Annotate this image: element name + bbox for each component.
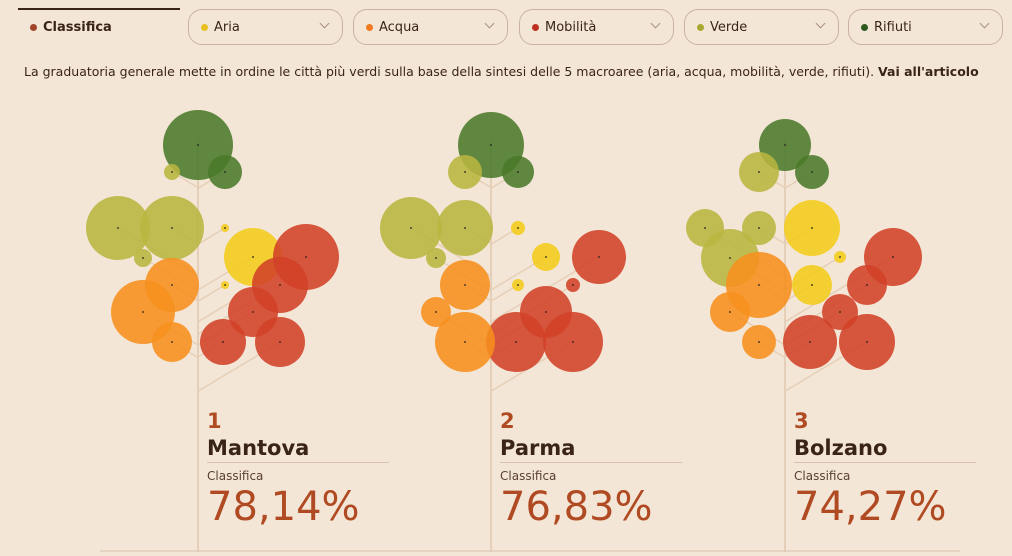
tab[interactable]: Mobilità xyxy=(519,9,674,45)
tab-dot xyxy=(532,23,539,31)
description: La graduatoria generale mette in ordine … xyxy=(24,64,984,80)
bubble-center xyxy=(598,256,600,258)
tab-dot xyxy=(30,23,37,31)
score-label: Classifica xyxy=(207,469,264,483)
bubble-center xyxy=(171,171,173,173)
bubble-center xyxy=(758,284,760,286)
bubble-center xyxy=(142,257,144,259)
score-label: Classifica xyxy=(794,469,851,483)
bubble-center xyxy=(892,256,894,258)
bubble-center xyxy=(171,284,173,286)
bubble-center xyxy=(464,171,466,173)
bubble-center xyxy=(517,227,519,229)
bubble-center xyxy=(545,256,547,258)
bubble-center xyxy=(224,284,226,286)
bubble-center xyxy=(517,284,519,286)
bubble-center xyxy=(811,227,813,229)
bubble-center xyxy=(809,341,811,343)
bubble-center xyxy=(252,256,254,258)
bubble-center xyxy=(464,284,466,286)
bubble-center xyxy=(704,227,706,229)
bubble-center xyxy=(811,284,813,286)
score: 76,83% xyxy=(500,484,653,530)
tab[interactable]: Acqua xyxy=(353,9,508,45)
bubble-center xyxy=(758,227,760,229)
tab-dot xyxy=(201,23,208,31)
description-text: La graduatoria generale mette in ordine … xyxy=(24,64,875,79)
bubble-center xyxy=(171,341,173,343)
bubble-center xyxy=(279,284,281,286)
bubble-center xyxy=(839,256,841,258)
bubble-center xyxy=(224,227,226,229)
city: Bolzano xyxy=(794,434,976,463)
score-label: Classifica xyxy=(500,469,557,483)
bubble-center xyxy=(171,227,173,229)
bubble-center xyxy=(517,171,519,173)
bubble-center xyxy=(279,341,281,343)
bubble-center xyxy=(839,311,841,313)
bubble-center xyxy=(545,311,547,313)
bubble-center xyxy=(866,284,868,286)
rank: 1 xyxy=(207,409,222,433)
bubble-center xyxy=(729,257,731,259)
city: Parma xyxy=(500,434,682,463)
bubble-center xyxy=(572,284,574,286)
tab-label: Mobilità xyxy=(545,19,597,35)
bubble-center xyxy=(197,144,199,146)
branch xyxy=(197,227,226,245)
bubble-center xyxy=(866,341,868,343)
bubble-center xyxy=(464,227,466,229)
bubble-center xyxy=(515,341,517,343)
bubble-center xyxy=(222,341,224,343)
bubble-center xyxy=(811,171,813,173)
bubble-center xyxy=(758,341,760,343)
tab-label: Classifica xyxy=(43,19,112,35)
bubble-center xyxy=(758,171,760,173)
score: 78,14% xyxy=(207,484,360,530)
tab-dot xyxy=(861,23,868,31)
bubble-center xyxy=(572,341,574,343)
bubble-center xyxy=(435,257,437,259)
tab-label: Aria xyxy=(214,19,240,35)
score: 74,27% xyxy=(794,484,947,530)
city: Mantova xyxy=(207,434,389,463)
bubble-center xyxy=(252,311,254,313)
card: 2 Parma Classifica 76,83% xyxy=(500,408,682,531)
tab[interactable]: Classifica xyxy=(18,8,180,44)
tab-label: Acqua xyxy=(379,19,420,35)
tab-label: Rifiuti xyxy=(874,19,912,35)
rank: 2 xyxy=(500,409,515,433)
tab[interactable]: Aria xyxy=(188,9,343,45)
rank: 3 xyxy=(794,409,809,433)
bubble-center xyxy=(435,311,437,313)
branch xyxy=(197,284,226,302)
bubble-center xyxy=(224,171,226,173)
article-link[interactable]: Vai all'articolo xyxy=(878,64,979,79)
tab[interactable]: Verde xyxy=(684,9,839,45)
bubble-center xyxy=(142,311,144,313)
tab-label: Verde xyxy=(710,19,748,35)
card: 1 Mantova Classifica 78,14% xyxy=(207,408,389,531)
bubble-center xyxy=(784,144,786,146)
bubble-center xyxy=(464,341,466,343)
bubble-center xyxy=(305,256,307,258)
tab[interactable]: Rifiuti xyxy=(848,9,1003,45)
bubble-center xyxy=(410,227,412,229)
tab-dot xyxy=(697,23,704,31)
bubble-center xyxy=(490,144,492,146)
card: 3 Bolzano Classifica 74,27% xyxy=(794,408,976,531)
bubble-center xyxy=(729,311,731,313)
tab-dot xyxy=(366,23,373,31)
bubble-center xyxy=(117,227,119,229)
